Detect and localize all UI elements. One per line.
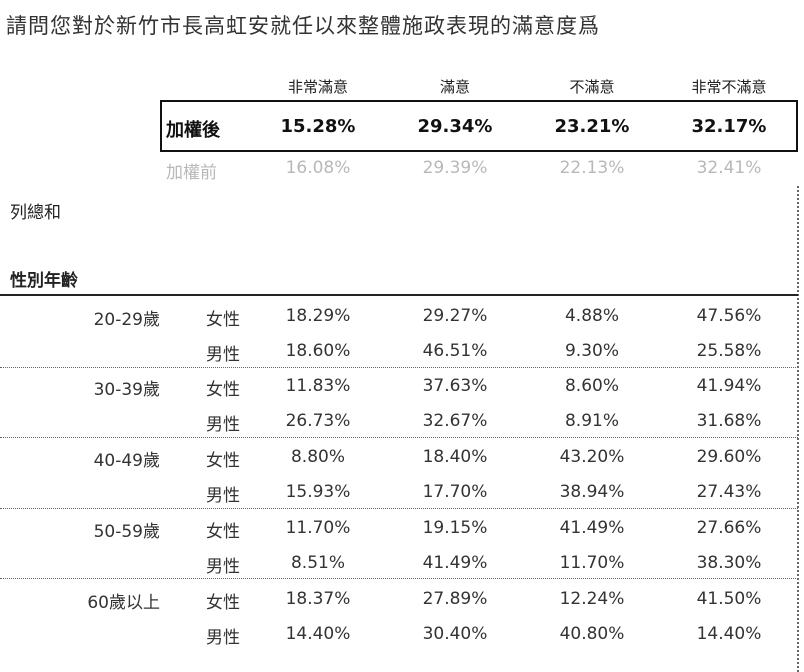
unweighted-value: 22.13%	[559, 158, 625, 178]
table-cell: 29.60%	[696, 447, 762, 467]
table-cell: 38.94%	[559, 482, 625, 502]
sex-label: 男性	[206, 345, 240, 365]
table-cell: 8.51%	[290, 553, 345, 573]
sex-label: 女性	[206, 593, 240, 613]
column-header: 不滿意	[569, 78, 615, 96]
group-separator	[0, 437, 798, 438]
table-cell: 46.51%	[422, 341, 488, 361]
table-cell: 47.56%	[696, 306, 762, 326]
table-cell: 40.80%	[559, 624, 625, 644]
sex-label: 男性	[206, 557, 240, 577]
table-cell: 27.43%	[696, 482, 762, 502]
table-cell: 38.30%	[696, 553, 762, 573]
sex-label: 女性	[206, 451, 240, 471]
weighted-row-box	[160, 100, 798, 152]
table-cell: 14.40%	[285, 624, 351, 644]
sex-label: 男性	[206, 415, 240, 435]
age-group-label: 40-49歲	[93, 451, 160, 471]
sex-label: 女性	[206, 522, 240, 542]
table-cell: 27.89%	[422, 589, 488, 609]
sex-label: 男性	[206, 486, 240, 506]
table-cell: 37.63%	[422, 376, 488, 396]
table-cell: 14.40%	[696, 624, 762, 644]
sex-label: 女性	[206, 380, 240, 400]
table-cell: 11.83%	[285, 376, 351, 396]
table-cell: 29.27%	[422, 306, 488, 326]
table-cell: 43.20%	[559, 447, 625, 467]
weighted-value: 29.34%	[417, 116, 493, 137]
sex-label: 女性	[206, 310, 240, 330]
weighted-value: 32.17%	[691, 116, 767, 137]
table-cell: 41.49%	[422, 553, 488, 573]
column-header: 滿意	[439, 78, 470, 96]
table-cell: 18.60%	[285, 341, 351, 361]
table-cell: 11.70%	[559, 553, 625, 573]
column-header: 非常不滿意	[691, 78, 767, 96]
table-cell: 41.94%	[696, 376, 762, 396]
table-cell: 8.60%	[564, 376, 619, 396]
unweighted-value: 16.08%	[285, 158, 351, 178]
weighted-value: 15.28%	[280, 116, 356, 137]
age-group-label: 30-39歲	[93, 380, 160, 400]
unweighted-value: 32.41%	[696, 158, 762, 178]
table-cell: 12.24%	[559, 589, 625, 609]
age-group-label: 20-29歲	[93, 310, 160, 330]
weighted-label: 加權後	[166, 120, 220, 141]
table-cell: 25.58%	[696, 341, 762, 361]
table-cell: 19.15%	[422, 518, 488, 538]
table-cell: 18.37%	[285, 589, 351, 609]
table-cell: 11.70%	[285, 518, 351, 538]
table-cell: 41.50%	[696, 589, 762, 609]
unweighted-value: 29.39%	[422, 158, 488, 178]
table-cell: 27.66%	[696, 518, 762, 538]
age-group-label: 60歲以上	[87, 593, 160, 613]
unweighted-label: 加權前	[166, 163, 217, 183]
table-cell: 41.49%	[559, 518, 625, 538]
table-cell: 18.40%	[422, 447, 488, 467]
right-dotted-border	[797, 186, 799, 672]
weighted-value: 23.21%	[554, 116, 630, 137]
table-cell: 17.70%	[422, 482, 488, 502]
column-header: 非常滿意	[287, 78, 348, 96]
section-row-total: 列總和	[10, 203, 61, 223]
table-cell: 8.80%	[290, 447, 345, 467]
sex-label: 男性	[206, 628, 240, 648]
section-gender-age: 性別年齡	[10, 271, 78, 291]
group-separator	[0, 578, 798, 579]
group-separator	[0, 508, 798, 509]
page-title: 請問您對於新竹市長高虹安就任以來整體施政表現的滿意度爲	[6, 14, 600, 38]
table-cell: 8.91%	[564, 411, 619, 431]
table-cell: 26.73%	[285, 411, 351, 431]
table-cell: 15.93%	[285, 482, 351, 502]
table-cell: 4.88%	[564, 306, 619, 326]
table-cell: 31.68%	[696, 411, 762, 431]
table-cell: 32.67%	[422, 411, 488, 431]
group-separator	[0, 367, 798, 368]
section-rule	[0, 294, 798, 296]
table-cell: 18.29%	[285, 306, 351, 326]
table-cell: 9.30%	[564, 341, 619, 361]
table-cell: 30.40%	[422, 624, 488, 644]
age-group-label: 50-59歲	[93, 522, 160, 542]
